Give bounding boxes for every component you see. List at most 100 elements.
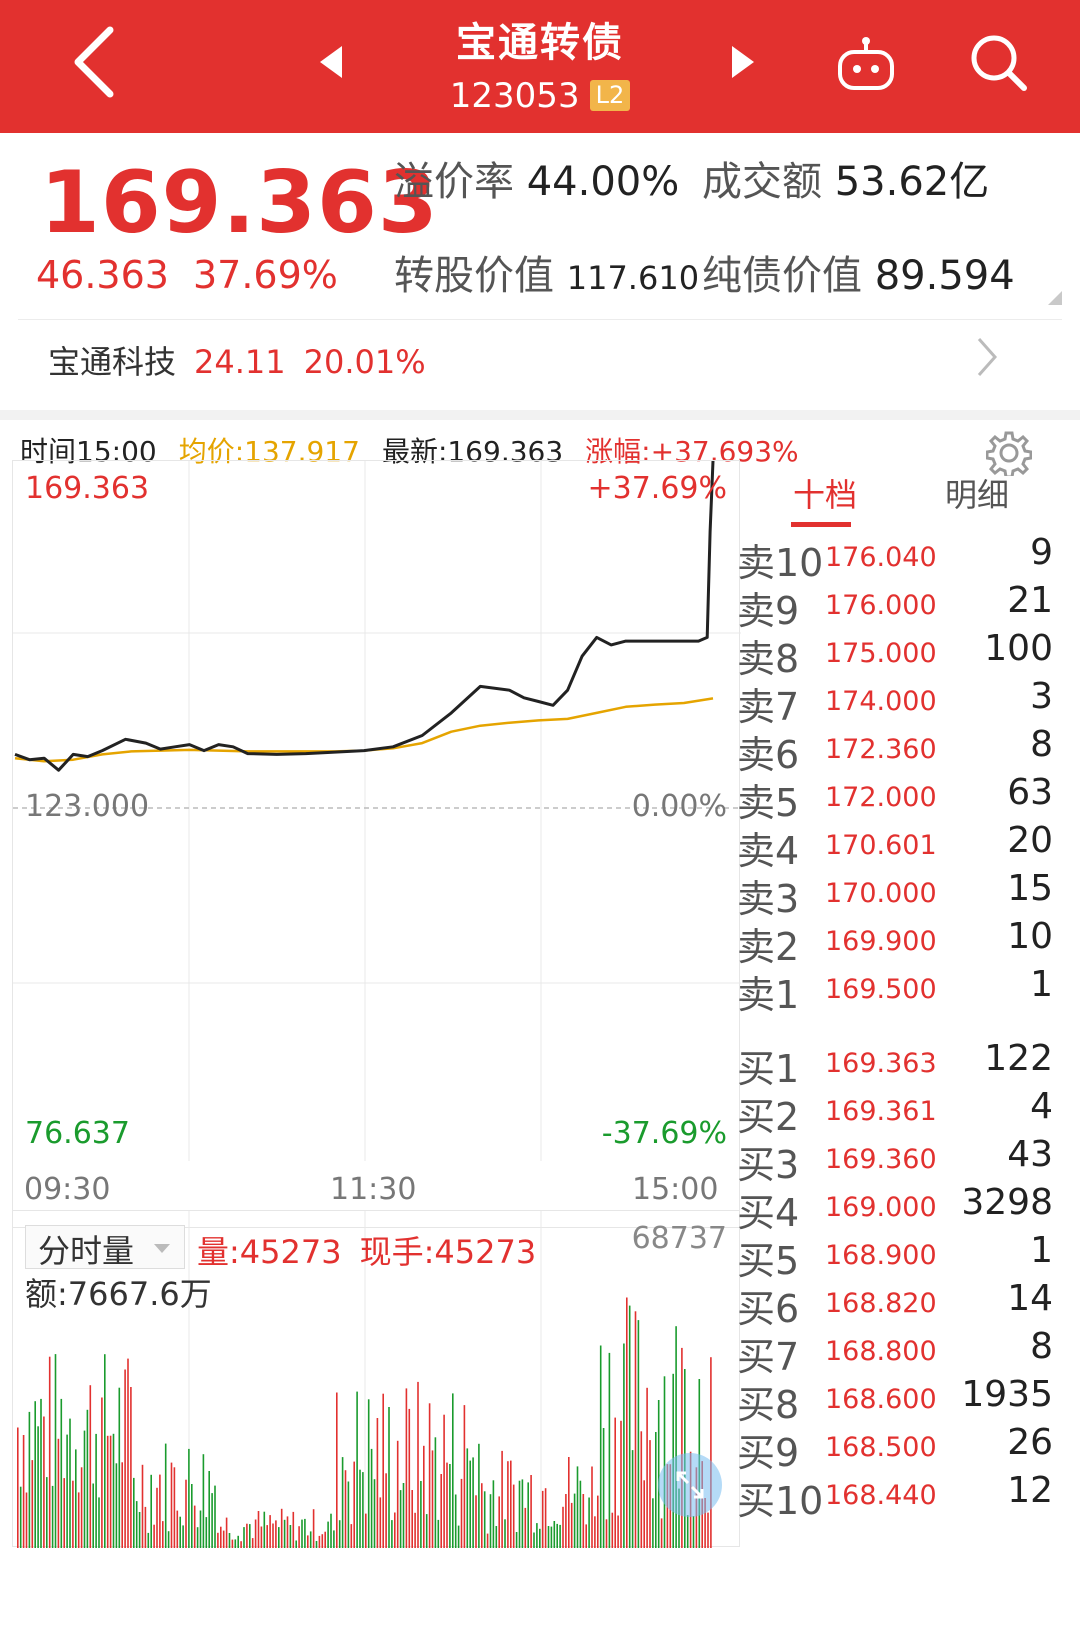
sell-row[interactable]: 卖6 172.360 8 xyxy=(737,724,1065,777)
volume-type-dropdown[interactable]: 分时量 xyxy=(25,1225,185,1270)
volume-bar xyxy=(643,1480,645,1548)
buy-qty: 26 xyxy=(1007,1422,1053,1463)
buy-price: 168.600 xyxy=(825,1384,937,1415)
volume-bar xyxy=(115,1463,118,1548)
expand-corner-icon[interactable] xyxy=(1048,291,1062,305)
volume-bar xyxy=(405,1388,408,1548)
sell-qty: 1 xyxy=(1030,964,1053,1005)
next-stock-icon[interactable] xyxy=(730,44,756,84)
intraday-price-chart[interactable]: 169.363 +37.69% 123.000 0.00% 76.637 -37… xyxy=(12,460,741,1228)
sell-row[interactable]: 卖8 175.000 100 xyxy=(737,628,1065,681)
volume-bar xyxy=(617,1515,619,1548)
volume-bar xyxy=(69,1418,71,1548)
price-chart-svg xyxy=(13,461,741,1161)
volume-bar xyxy=(692,1516,695,1548)
buy-price: 169.000 xyxy=(825,1192,937,1223)
volume-bar xyxy=(646,1387,648,1548)
volume-bar xyxy=(292,1511,295,1548)
volume-bar xyxy=(565,1494,567,1548)
volume-bar xyxy=(376,1418,379,1548)
volume-bar xyxy=(246,1523,248,1548)
buy-price: 168.900 xyxy=(825,1240,937,1271)
search-icon[interactable] xyxy=(968,32,1030,98)
buy-row[interactable]: 买2 169.361 4 xyxy=(737,1086,1065,1139)
volume-bar xyxy=(649,1440,651,1548)
order-book-tabs: 十档 明细 xyxy=(745,470,1065,530)
volume-bar xyxy=(582,1494,585,1548)
volume-bar xyxy=(463,1405,466,1548)
volume-bar xyxy=(31,1460,34,1548)
buy-row[interactable]: 买8 168.600 1935 xyxy=(737,1374,1065,1427)
sell-price: 169.500 xyxy=(825,974,937,1005)
sell-row[interactable]: 卖9 176.000 21 xyxy=(737,580,1065,633)
volume-bar xyxy=(167,1531,170,1548)
tab-ten-levels[interactable]: 十档 xyxy=(793,476,858,514)
volume-bar xyxy=(106,1435,109,1548)
volume-bar xyxy=(492,1480,495,1548)
volume-bar xyxy=(176,1510,179,1548)
sell-row[interactable]: 卖7 174.000 3 xyxy=(737,676,1065,729)
buy-row[interactable]: 买5 168.900 1 xyxy=(737,1230,1065,1283)
sell-row[interactable]: 卖3 170.000 15 xyxy=(737,868,1065,921)
volume-bar xyxy=(597,1495,599,1548)
gear-icon[interactable] xyxy=(985,430,1033,480)
volume-bar xyxy=(521,1479,524,1548)
prev-stock-icon[interactable] xyxy=(318,44,344,84)
volume-bar xyxy=(356,1391,358,1548)
volume-bar xyxy=(454,1494,457,1548)
conversion-value: 转股价值 117.610 xyxy=(394,243,699,301)
volume-bar xyxy=(539,1528,541,1548)
volume-bar xyxy=(173,1467,176,1548)
sell-price: 176.040 xyxy=(825,542,937,573)
volume-bar xyxy=(411,1490,413,1548)
bond-value: 纯债价值 89.594 xyxy=(702,243,1015,301)
volume-bar xyxy=(83,1430,86,1548)
sell-row[interactable]: 卖1 169.500 1 xyxy=(737,964,1065,1017)
buy-row[interactable]: 买4 169.000 3298 xyxy=(737,1182,1065,1235)
price-top-label: 169.363 xyxy=(25,471,150,506)
premium-rate: 溢价率 44.00% xyxy=(394,149,679,207)
buy-row[interactable]: 买10 168.440 12 xyxy=(737,1470,1065,1523)
sell-row[interactable]: 卖10 176.040 9 xyxy=(737,532,1065,585)
volume-bar xyxy=(530,1475,532,1548)
premium-label: 溢价率 xyxy=(394,159,514,205)
volume-bar xyxy=(34,1401,36,1548)
volume-bar xyxy=(43,1416,45,1548)
volume-bar xyxy=(188,1448,190,1548)
volume-bar xyxy=(150,1474,152,1548)
robot-icon[interactable] xyxy=(836,36,896,96)
volume-bar xyxy=(135,1501,138,1548)
volume-bar xyxy=(228,1533,231,1548)
sell-label: 卖5 xyxy=(737,781,800,825)
volume-bar xyxy=(541,1490,544,1548)
underlying-stock-row[interactable]: 宝通科技 24.11 20.01% xyxy=(48,337,998,383)
volume-bar xyxy=(605,1519,608,1548)
buy-row[interactable]: 买3 169.360 43 xyxy=(737,1134,1065,1187)
expand-icon[interactable] xyxy=(658,1453,722,1517)
volume-bar xyxy=(138,1512,141,1548)
sell-row[interactable]: 卖2 169.900 10 xyxy=(737,916,1065,969)
volume-chart[interactable]: 分时量 量:45273 现手:45273 额:7667.6万 68737 xyxy=(12,1210,740,1548)
volume-bar xyxy=(417,1381,419,1548)
volume-bar xyxy=(95,1433,97,1548)
sell-row[interactable]: 卖5 172.000 63 xyxy=(737,772,1065,825)
volume-bar xyxy=(19,1486,22,1548)
volume-bar xyxy=(382,1393,384,1548)
back-arrow-icon[interactable] xyxy=(66,24,126,100)
volume-bar xyxy=(365,1513,367,1548)
tab-details[interactable]: 明细 xyxy=(945,476,1010,514)
zero-percent-label: 0.00% xyxy=(631,789,727,824)
sell-qty: 10 xyxy=(1007,916,1053,957)
buy-row[interactable]: 买6 168.820 14 xyxy=(737,1278,1065,1331)
buy-row[interactable]: 买1 169.363 122 xyxy=(737,1038,1065,1091)
buy-row[interactable]: 买7 168.800 8 xyxy=(737,1326,1065,1379)
volume-bar xyxy=(75,1449,77,1548)
sell-row[interactable]: 卖4 170.601 20 xyxy=(737,820,1065,873)
volume-bar xyxy=(573,1493,576,1548)
volume-bar xyxy=(710,1357,712,1548)
buy-label: 买6 xyxy=(737,1287,800,1331)
buy-label: 买7 xyxy=(737,1335,800,1379)
buy-row[interactable]: 买9 168.500 26 xyxy=(737,1422,1065,1475)
volume-bar xyxy=(544,1488,547,1548)
volume-bar xyxy=(191,1484,193,1548)
